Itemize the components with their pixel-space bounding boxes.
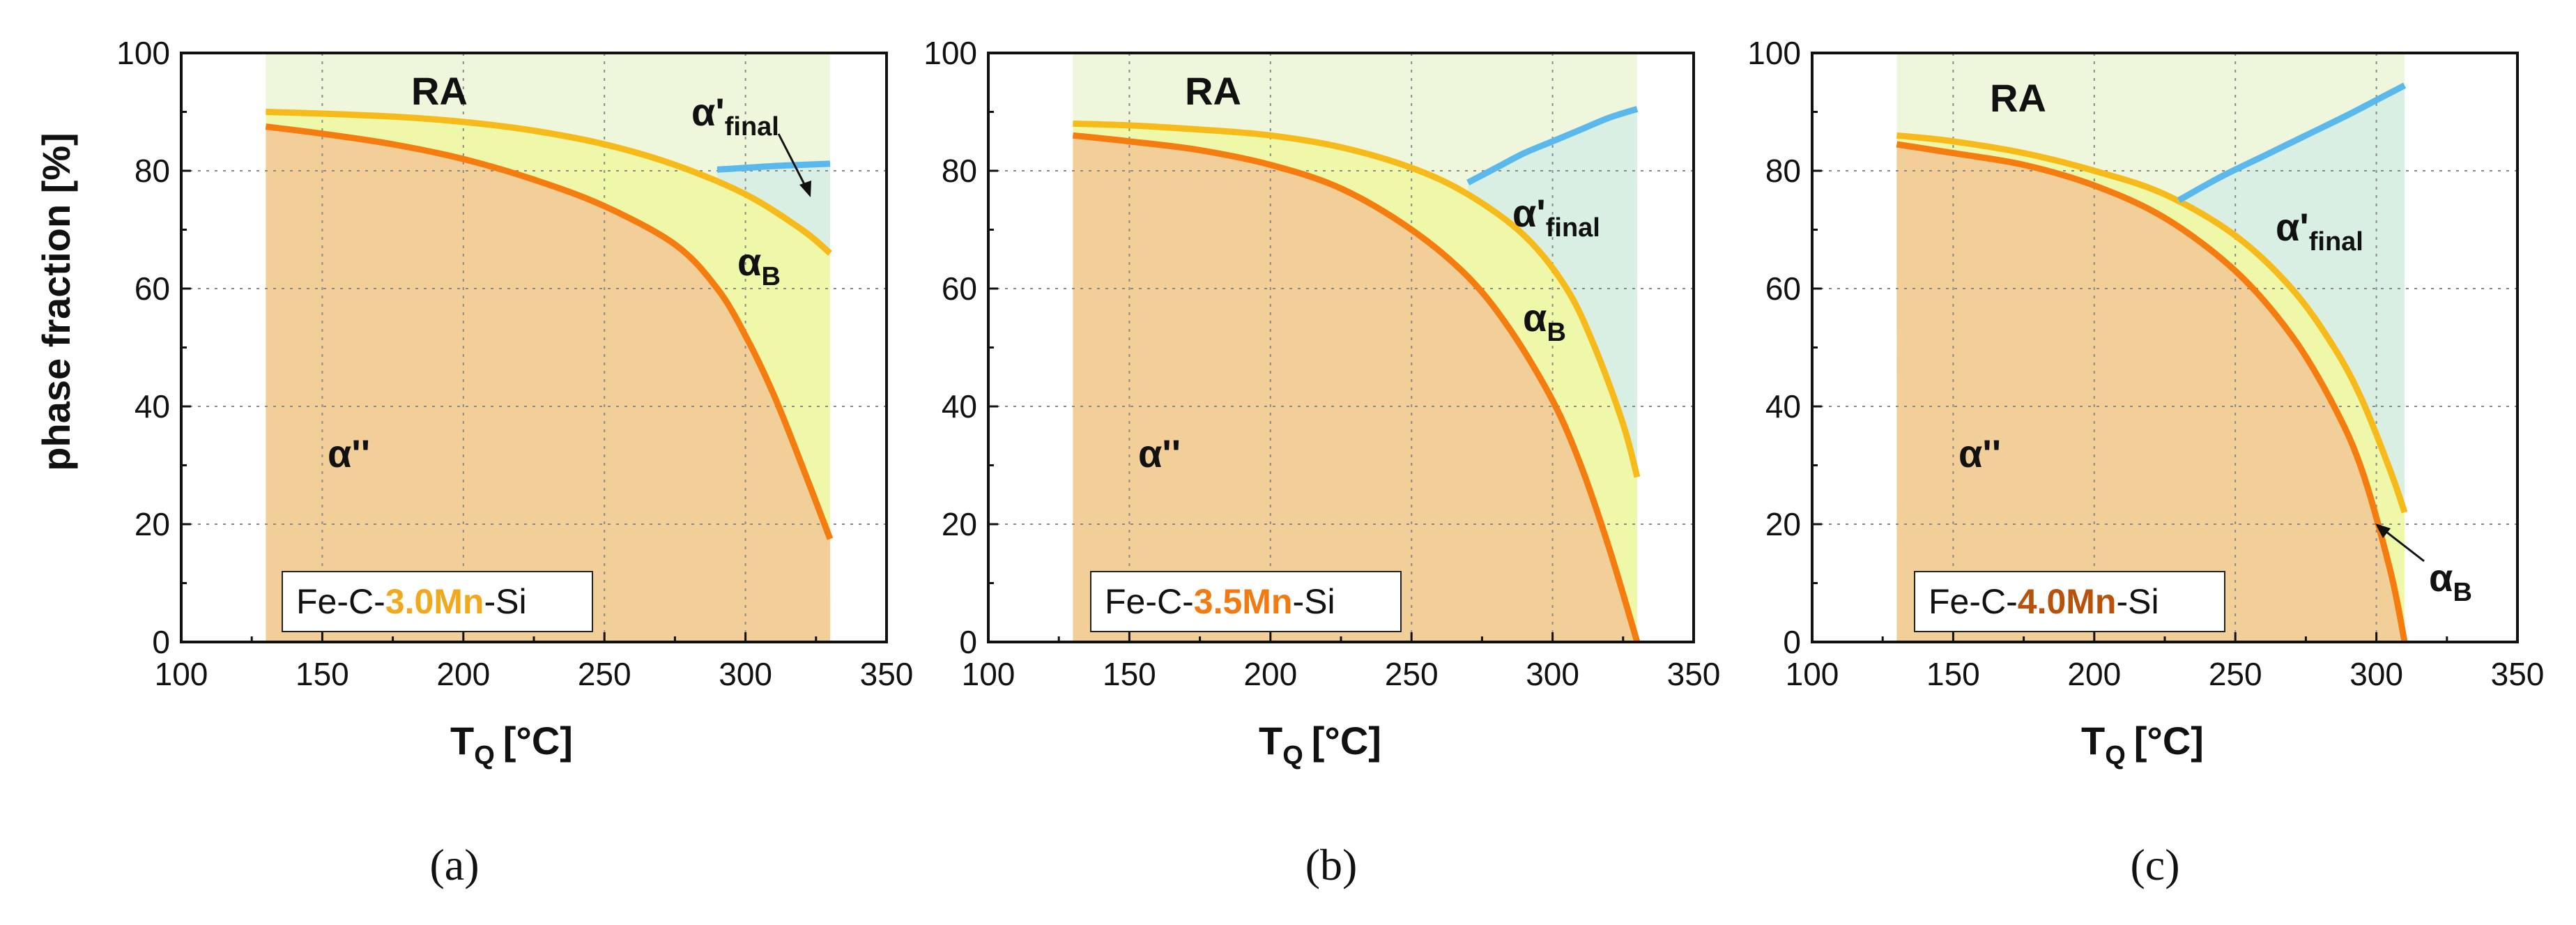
alloy-legend-box: Fe-C-3.5Mn-Si — [1090, 571, 1402, 632]
x-tick-label: 150 — [1926, 656, 1980, 692]
x-tick-label: 100 — [1786, 656, 1839, 692]
y-axis-title: phase fraction [%] — [34, 132, 78, 471]
bainite-label: αB — [737, 240, 781, 291]
martensite-region — [1896, 144, 2405, 642]
alloy-mn: 3.5Mn — [1194, 582, 1293, 621]
panel-b: 100 150 200 250 300 350 0 20 40 60 80 100 RA α'' α… — [923, 35, 1720, 889]
grid — [988, 53, 1694, 642]
y-tick-label: 0 — [152, 624, 170, 660]
y-tick-label: 20 — [135, 506, 170, 542]
x-axis-title: TQ [°C] — [1259, 719, 1381, 770]
alloy-mn: 3.0Mn — [385, 582, 484, 621]
panel-c: 100 150 200 250 300 350 0 20 40 60 80 100 RA α'' α… — [1747, 35, 2544, 889]
svg-text:Fe-C-3.5Mn-Si: Fe-C-3.5Mn-Si — [1105, 582, 1335, 621]
x-tick-label: 300 — [1526, 656, 1579, 692]
alloy-mn: 4.0Mn — [2018, 582, 2117, 621]
svg-text:Fe-C-4.0Mn-Si: Fe-C-4.0Mn-Si — [1929, 582, 2159, 621]
panel-a: 100 150 200 250 300 350 0 20 40 60 80 100 RA α'' α… — [116, 35, 913, 889]
ra-bainite-line — [1896, 132, 2408, 514]
x-tick-label: 300 — [719, 656, 772, 692]
y-tick-label: 80 — [135, 153, 170, 189]
martensite-label: α'' — [1958, 431, 2001, 475]
y-tick-label: 20 — [942, 506, 977, 542]
y-tick-label: 40 — [1765, 388, 1801, 425]
x-axis-title: TQ [°C] — [2081, 719, 2204, 770]
y-tick-label: 40 — [135, 388, 170, 425]
alloy-suffix: -Si — [484, 582, 526, 621]
martensite-region — [266, 126, 831, 643]
x-tick-label: 150 — [296, 656, 349, 692]
x-tick-label: 150 — [1103, 656, 1156, 692]
y-tick-label: 80 — [1765, 153, 1801, 189]
y-tick-label: 60 — [1765, 270, 1801, 307]
svg-text:Fe-C-3.0Mn-Si: Fe-C-3.0Mn-Si — [296, 582, 527, 621]
bainite-arrow — [2375, 523, 2425, 563]
x-tick-label: 200 — [1243, 656, 1297, 692]
y-tick-label: 0 — [1783, 624, 1801, 660]
final-martensite-line — [1466, 106, 1639, 185]
x-tick-label: 100 — [155, 656, 208, 692]
alloy-prefix: Fe-C- — [296, 582, 385, 621]
y-tick-label: 80 — [942, 153, 977, 189]
alloy-legend-box: Fe-C-3.0Mn-Si — [282, 571, 593, 632]
bainite-label: αB — [1523, 296, 1566, 347]
final-label: α'final — [2276, 205, 2363, 257]
caption-b: (b) — [1305, 840, 1358, 889]
x-tick-label: 300 — [2349, 656, 2403, 692]
caption-c: (c) — [2130, 840, 2179, 889]
y-tick-label: 60 — [942, 270, 977, 307]
final-martensite-region — [1468, 109, 1638, 477]
martensite-region — [1073, 135, 1638, 643]
alloy-prefix: Fe-C- — [1929, 582, 2018, 621]
y-tick-label: 100 — [1747, 35, 1801, 71]
y-ticks: 0 20 40 60 80 100 — [116, 35, 191, 660]
martensite-label: α'' — [1138, 431, 1181, 475]
ra-bainite-line — [1073, 120, 1641, 478]
x-tick-label: 200 — [2067, 656, 2121, 692]
x-tick-label: 350 — [2491, 656, 2545, 692]
grid — [1812, 53, 2517, 642]
alloy-suffix: -Si — [1292, 582, 1335, 621]
final-martensite-line — [716, 160, 831, 173]
y-tick-label: 100 — [116, 35, 170, 71]
x-tick-label: 100 — [962, 656, 1015, 692]
final-martensite-region — [2179, 85, 2405, 513]
x-axis-title: TQ [°C] — [450, 719, 573, 770]
final-label: α'final — [691, 90, 779, 142]
martensite-bainite-line — [265, 123, 834, 540]
x-ticks: 100 150 200 250 300 350 — [1786, 632, 2545, 692]
bainite-label: αB — [2429, 556, 2472, 607]
x-tick-label: 350 — [860, 656, 914, 692]
alloy-legend-box: Fe-C-4.0Mn-Si — [1914, 571, 2225, 632]
y-tick-label: 100 — [923, 35, 977, 71]
alloy-prefix: Fe-C- — [1105, 582, 1194, 621]
final-arrow — [777, 133, 811, 197]
ra-bainite-line — [266, 109, 832, 256]
martensite-bainite-line — [1896, 141, 2408, 643]
alloy-suffix: -Si — [2116, 582, 2159, 621]
grid — [181, 53, 887, 642]
ra-label: RA — [1990, 76, 2046, 120]
martensite-label: α'' — [328, 431, 370, 475]
y-tick-label: 0 — [959, 624, 977, 660]
x-tick-label: 250 — [578, 656, 631, 692]
y-tick-label: 20 — [1765, 506, 1801, 542]
ra-label: RA — [411, 69, 468, 113]
caption-a: (a) — [429, 840, 479, 889]
x-tick-label: 350 — [1667, 656, 1721, 692]
x-ticks: 100 150 200 250 300 350 — [962, 632, 1721, 692]
final-label: α'final — [1512, 191, 1600, 243]
y-ticks: 0 20 40 60 80 100 — [1747, 35, 1822, 660]
y-ticks: 0 20 40 60 80 100 — [923, 35, 998, 660]
martensite-bainite-line — [1072, 132, 1641, 643]
x-tick-label: 200 — [436, 656, 490, 692]
x-tick-label: 250 — [2209, 656, 2262, 692]
x-tick-label: 250 — [1385, 656, 1439, 692]
x-ticks: 100 150 200 250 300 350 — [155, 632, 914, 692]
ra-label: RA — [1185, 69, 1241, 113]
y-tick-label: 60 — [135, 270, 170, 307]
y-tick-label: 40 — [942, 388, 977, 425]
final-martensite-line — [2177, 82, 2407, 204]
